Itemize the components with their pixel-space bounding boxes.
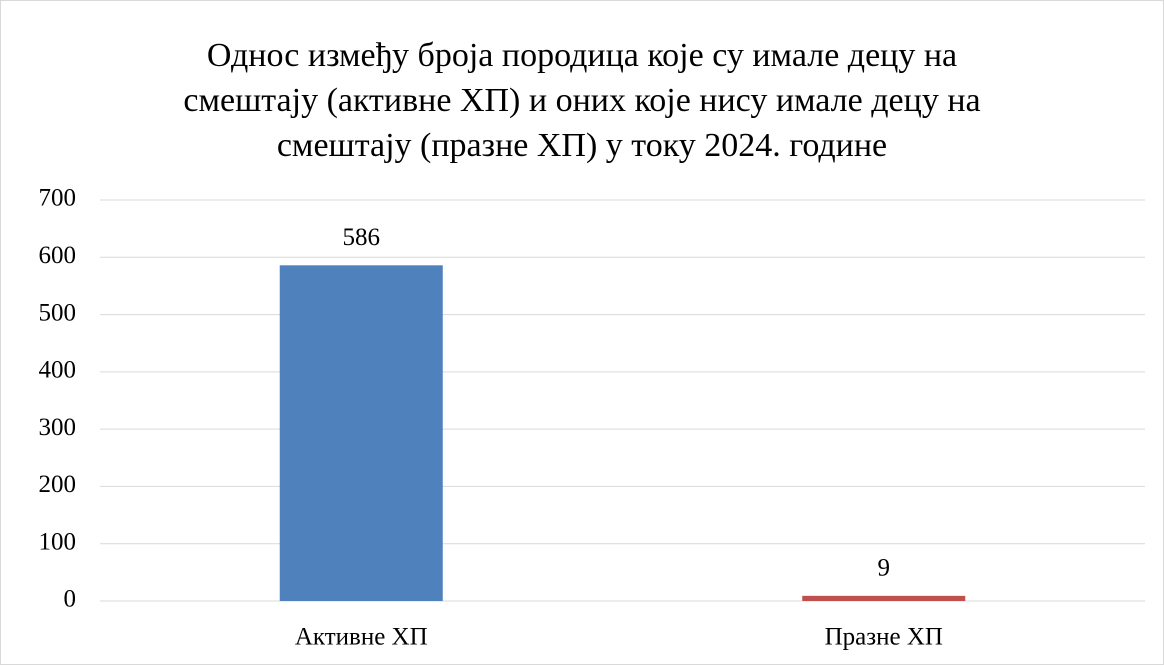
x-tick-label: Празне ХП [825,624,943,651]
x-tick-label: Активне ХП [295,624,428,651]
data-label: 9 [878,555,891,582]
y-tick-label: 300 [39,414,77,441]
y-tick-label: 200 [39,471,77,498]
chart-title: смештају (празне ХП) у току 2024. године [277,127,887,164]
y-tick-label: 600 [39,242,77,269]
chart-title: Однос између броја породица које су имал… [207,37,957,74]
y-tick-label: 0 [64,586,77,613]
bar [279,265,443,601]
y-tick-label: 500 [39,299,77,326]
y-tick-label: 700 [39,185,77,212]
y-tick-label: 400 [39,357,77,384]
data-label: 586 [343,224,381,251]
chart-title: смештају (активне ХП) и оних које нису и… [183,82,980,119]
y-tick-label: 100 [39,528,77,555]
bar [802,595,966,601]
